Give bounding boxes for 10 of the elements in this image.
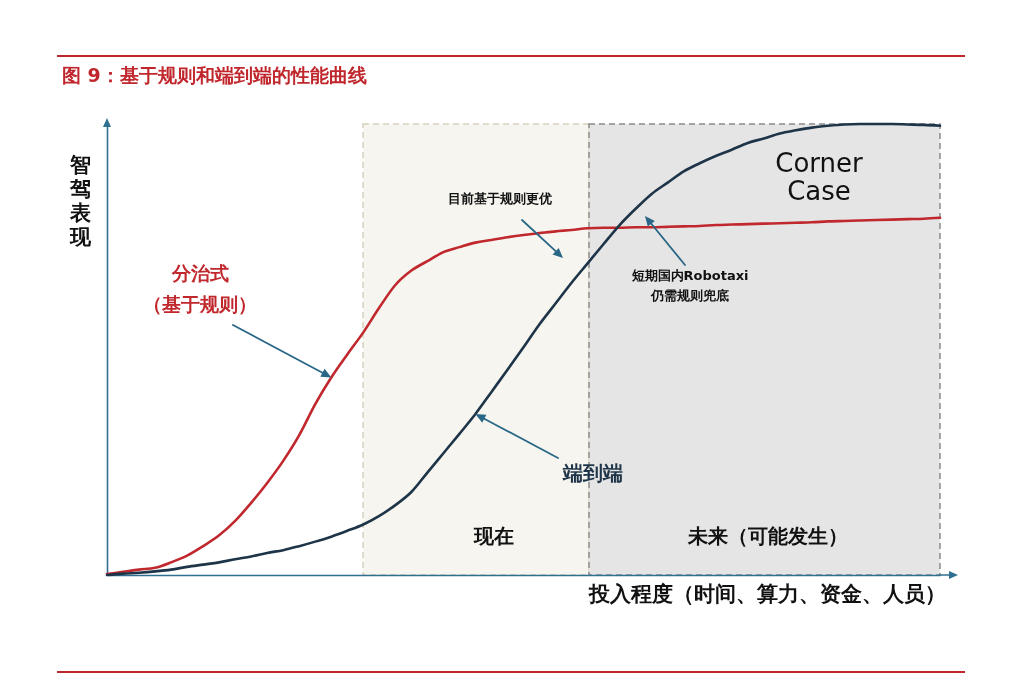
chart-title: 图 9：基于规则和端到端的性能曲线 [62,63,367,88]
annotation: 短期国内Robotaxi仍需规则兜底 [630,268,749,303]
annotation: 现在 [473,524,514,548]
annotation: Corner Case [775,148,864,206]
annotation: 未来（可能发生） [687,524,848,548]
annotation: 目前基于规则更优 [448,191,552,206]
text: 端到端 [562,461,623,485]
text: 分治式（基于规则） [143,262,257,315]
x-axis-title: 投入程度（时间、算力、资金、人员） [587,581,946,606]
y-axis-title: 智驾表现 [69,152,92,249]
